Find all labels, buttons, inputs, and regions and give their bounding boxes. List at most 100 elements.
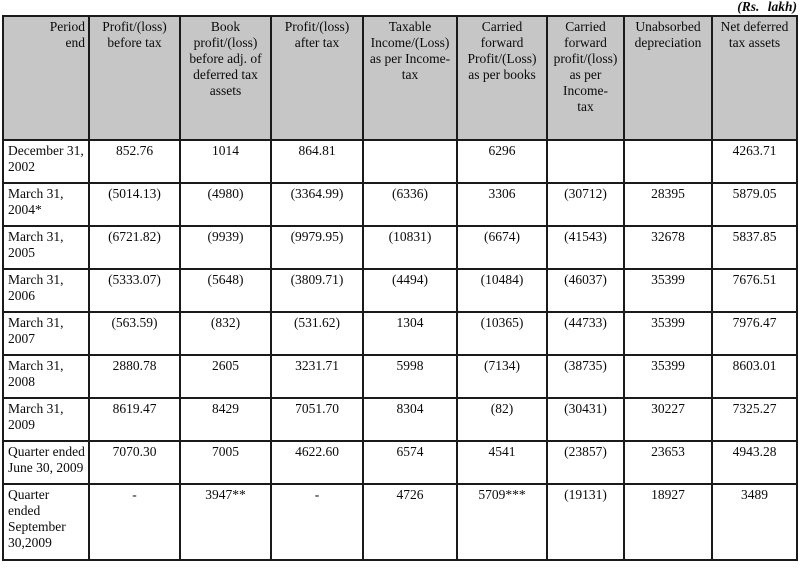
value-cell: 4943.28: [711, 440, 798, 485]
value-cell: 32678: [623, 225, 713, 270]
value-cell: (10365): [456, 311, 548, 356]
value-cell: 7051.70: [270, 397, 364, 442]
value-cell: (9979.95): [270, 225, 364, 270]
value-cell: 2880.78: [88, 354, 181, 399]
value-cell: 35399: [623, 354, 713, 399]
period-cell: March 31, 2008: [2, 354, 90, 399]
value-cell: 4263.71: [711, 139, 798, 184]
value-cell: 3231.71: [270, 354, 364, 399]
value-cell: (5014.13): [88, 182, 181, 227]
column-header-3: Book profit/(loss) before adj. of deferr…: [179, 15, 272, 141]
column-header-8: Unabsorbed depreciation: [623, 15, 713, 141]
value-cell: (10484): [456, 268, 548, 313]
value-cell: (6336): [362, 182, 458, 227]
deferred-tax-assets-table: Period end Profit/(loss) before tax Book p…: [2, 15, 798, 561]
value-cell: (82): [456, 397, 548, 442]
table-body: December 31, 2002 852.76 1014 864.81 6296 426…: [2, 139, 798, 561]
period-cell: March 31, 2004*: [2, 182, 90, 227]
value-cell: (5648): [179, 268, 272, 313]
value-cell: (6721.82): [88, 225, 181, 270]
value-cell: 8619.47: [88, 397, 181, 442]
value-cell: [623, 139, 713, 184]
value-cell: (19131): [546, 483, 625, 561]
table-row-2: March 31, 2004* (5014.13) (4980) (3364.99)(…: [2, 182, 798, 227]
value-cell: (563.59): [88, 311, 181, 356]
value-cell: (4980): [179, 182, 272, 227]
value-cell: (46037): [546, 268, 625, 313]
value-cell: 23653: [623, 440, 713, 485]
value-cell: 5879.05: [711, 182, 798, 227]
table-row-1: December 31, 2002 852.76 1014 864.81 6296 426…: [2, 139, 798, 184]
value-cell: 5837.85: [711, 225, 798, 270]
value-cell: 18927: [623, 483, 713, 561]
value-cell: -: [270, 483, 364, 561]
column-header-1: Period end: [2, 15, 90, 141]
value-cell: 1014: [179, 139, 272, 184]
period-cell: December 31, 2002: [2, 139, 90, 184]
value-cell: 2605: [179, 354, 272, 399]
value-cell: 30227: [623, 397, 713, 442]
value-cell: 7676.51: [711, 268, 798, 313]
table-row-4: March 31, 2006 (5333.07) (5648) (3809.71) (4…: [2, 268, 798, 313]
value-cell: 1304: [362, 311, 458, 356]
value-cell: 5709***: [456, 483, 548, 561]
period-cell: March 31, 2007: [2, 311, 90, 356]
column-header-6: Carried forward Profit/(Loss) as per boo…: [456, 15, 548, 141]
value-cell: (44733): [546, 311, 625, 356]
value-cell: (7134): [456, 354, 548, 399]
column-header-7: Carried forward profit/(loss) as per Inc…: [546, 15, 625, 141]
value-cell: 5998: [362, 354, 458, 399]
value-cell: (23857): [546, 440, 625, 485]
value-cell: 7005: [179, 440, 272, 485]
value-cell: (38735): [546, 354, 625, 399]
value-cell: (531.62): [270, 311, 364, 356]
period-cell: Quarter ended June 30, 2009: [2, 440, 90, 485]
table-row-8: Quarter ended June 30, 2009 7070.30 7005 46…: [2, 440, 798, 485]
table-row-6: March 31, 2008 2880.78 2605 3231.71 5998 (713…: [2, 354, 798, 399]
table-row-7: March 31, 2009 8619.47 8429 7051.70 8304 (82)…: [2, 397, 798, 442]
value-cell: [362, 139, 458, 184]
value-cell: (10831): [362, 225, 458, 270]
value-cell: (832): [179, 311, 272, 356]
value-cell: 4622.60: [270, 440, 364, 485]
table-row-3: March 31, 2005 (6721.82) (9939) (9979.95) (1…: [2, 225, 798, 270]
value-cell: 7070.30: [88, 440, 181, 485]
value-cell: 3306: [456, 182, 548, 227]
value-cell: 3947**: [179, 483, 272, 561]
column-header-9: Net deferred tax assets: [711, 15, 798, 141]
value-cell: (3809.71): [270, 268, 364, 313]
value-cell: 35399: [623, 311, 713, 356]
column-header-2: Profit/(loss) before tax: [88, 15, 181, 141]
value-cell: 7325.27: [711, 397, 798, 442]
value-cell: 3489: [711, 483, 798, 561]
value-cell: -: [88, 483, 181, 561]
value-cell: 35399: [623, 268, 713, 313]
period-cell: Quarter ended September 30,2009: [2, 483, 90, 561]
value-cell: 8304: [362, 397, 458, 442]
value-cell: 864.81: [270, 139, 364, 184]
column-header-5: Taxable Income/(Loss) as per Income- tax: [362, 15, 458, 141]
header-row: Period end Profit/(loss) before tax Book p…: [2, 15, 798, 141]
value-cell: 852.76: [88, 139, 181, 184]
value-cell: 4541: [456, 440, 548, 485]
column-header-4: Profit/(loss) after tax: [270, 15, 364, 141]
value-cell: (30431): [546, 397, 625, 442]
value-cell: (6674): [456, 225, 548, 270]
value-cell: 8429: [179, 397, 272, 442]
value-cell: (5333.07): [88, 268, 181, 313]
value-cell: 4726: [362, 483, 458, 561]
value-cell: (3364.99): [270, 182, 364, 227]
value-cell: 8603.01: [711, 354, 798, 399]
value-cell: 6574: [362, 440, 458, 485]
table-row-5: March 31, 2007 (563.59) (832) (531.62) 1304(…: [2, 311, 798, 356]
value-cell: (9939): [179, 225, 272, 270]
value-cell: 7976.47: [711, 311, 798, 356]
period-cell: March 31, 2009: [2, 397, 90, 442]
currency-unit-label: (Rs. lakh): [737, 0, 797, 14]
period-cell: March 31, 2005: [2, 225, 90, 270]
table-row-9: Quarter ended September 30,2009-3947** -4…: [2, 483, 798, 561]
value-cell: 28395: [623, 182, 713, 227]
value-cell: (41543): [546, 225, 625, 270]
period-cell: March 31, 2006: [2, 268, 90, 313]
